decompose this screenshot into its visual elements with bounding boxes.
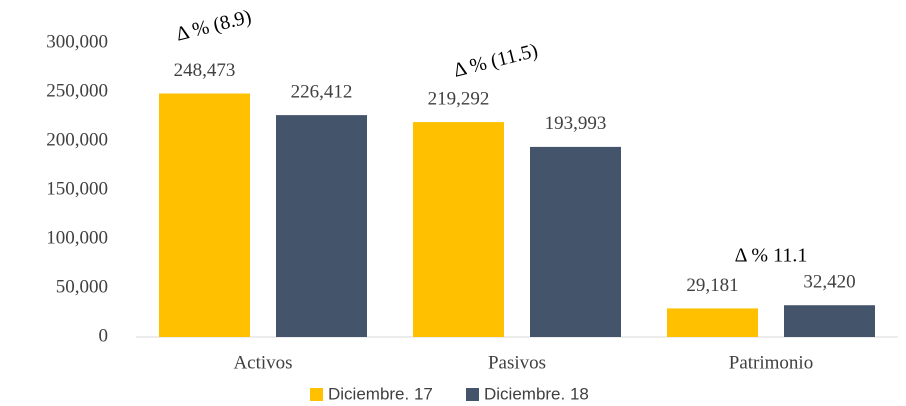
y-tick-label: 300,000 (46, 31, 108, 52)
x-tick-label: Pasivos (488, 352, 546, 373)
y-tick-label: 250,000 (46, 80, 108, 101)
data-label: 193,993 (545, 113, 607, 134)
bar (784, 305, 875, 337)
x-tick-label: Patrimonio (729, 352, 813, 373)
bar (667, 308, 758, 337)
bar (530, 146, 621, 337)
y-tick-label: 100,000 (46, 227, 108, 248)
annotation: Δ % (8.9) (174, 6, 254, 46)
data-label: 248,473 (174, 60, 236, 81)
bar (159, 93, 250, 337)
data-label: 226,412 (291, 81, 353, 102)
legend-label: Diciembre. 18 (484, 384, 589, 403)
data-label: 219,292 (428, 88, 490, 109)
x-tick-label: Activos (233, 352, 292, 373)
legend-swatch (310, 388, 323, 401)
y-tick-label: 50,000 (56, 276, 108, 297)
y-tick-label: 200,000 (46, 129, 108, 150)
bar (413, 122, 504, 337)
y-tick-label: 150,000 (46, 178, 108, 199)
legend: Diciembre. 17 Diciembre. 18 (310, 384, 589, 403)
y-tick-label: 0 (99, 325, 109, 346)
data-label: 32,420 (803, 272, 855, 293)
legend-swatch (466, 388, 479, 401)
annotation: Δ % (11.5) (451, 40, 540, 82)
legend-label: Diciembre. 17 (328, 384, 433, 403)
annotation: Δ % 11.1 (735, 245, 808, 267)
bar (276, 115, 367, 337)
data-label: 29,181 (686, 275, 738, 296)
